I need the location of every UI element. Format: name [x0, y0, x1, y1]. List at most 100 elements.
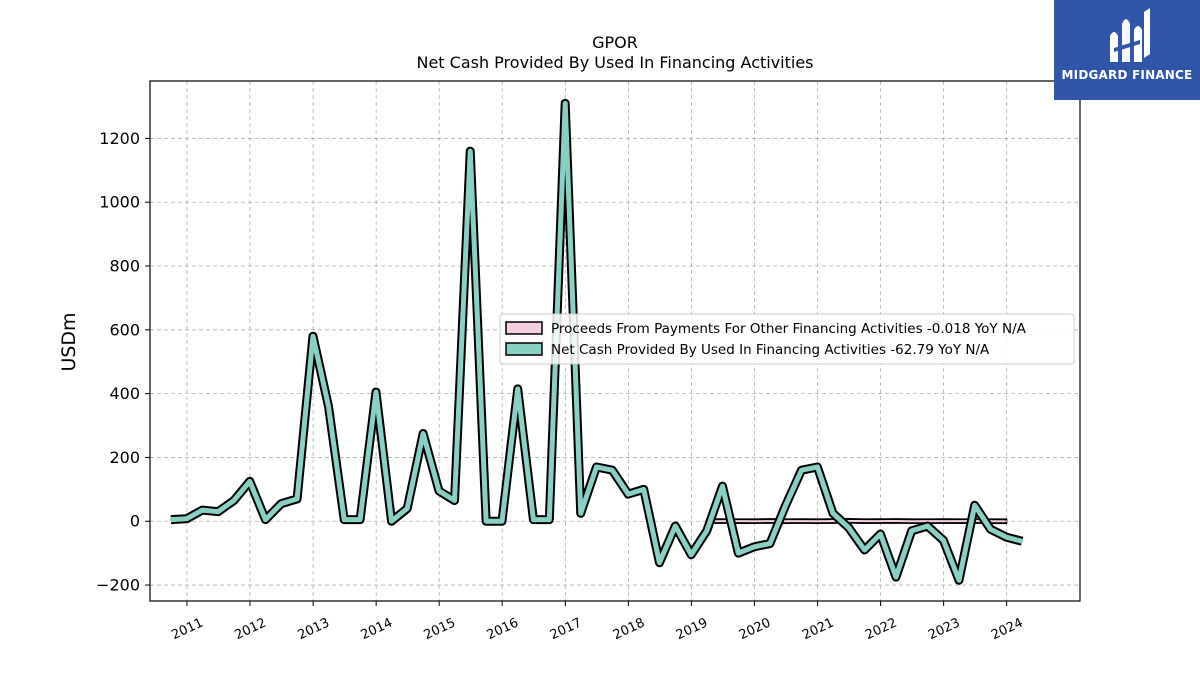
point-net-cash-25	[563, 102, 567, 105]
point-net-cash-52	[989, 528, 992, 531]
x-tick-label-12: 2023	[926, 616, 962, 644]
point-net-cash-10	[327, 405, 330, 408]
point-proceeds-7	[816, 520, 819, 523]
point-net-cash-22	[516, 387, 519, 391]
point-net-cash-26	[579, 512, 582, 515]
x-tick-label-6: 2017	[548, 616, 584, 644]
chart-subtitle: Net Cash Provided By Used In Financing A…	[416, 53, 813, 72]
point-net-cash-4	[232, 499, 236, 502]
point-net-cash-13	[374, 390, 378, 394]
logo-text: MIDGARD FINANCE	[1061, 68, 1193, 82]
point-net-cash-54	[1020, 540, 1024, 543]
point-net-cash-24	[548, 518, 551, 521]
point-net-cash-51	[973, 504, 976, 507]
point-net-cash-42	[831, 512, 835, 515]
point-net-cash-31	[658, 561, 661, 564]
y-tick-label-5: 800	[109, 257, 140, 276]
point-net-cash-28	[611, 469, 614, 472]
point-net-cash-49	[942, 539, 945, 542]
point-net-cash-46	[894, 575, 898, 579]
y-tick-label-0: −200	[96, 576, 140, 595]
x-tick-label-4: 2015	[422, 616, 458, 644]
point-net-cash-41	[816, 465, 819, 469]
point-proceeds-12	[895, 520, 897, 522]
point-proceeds-10	[863, 520, 866, 522]
point-net-cash-12	[358, 518, 362, 521]
y-tick-label-3: 400	[109, 384, 140, 403]
point-proceeds-11	[879, 520, 882, 522]
point-proceeds-16	[958, 520, 960, 522]
y-tick-label-7: 1200	[99, 129, 140, 148]
legend: Proceeds From Payments For Other Financi…	[499, 313, 1075, 365]
point-net-cash-7	[280, 502, 283, 505]
point-net-cash-34	[705, 529, 708, 533]
point-net-cash-14	[390, 520, 393, 523]
point-net-cash-2	[201, 508, 204, 512]
point-net-cash-53	[1005, 535, 1008, 539]
chart-title: GPOR	[592, 33, 638, 52]
point-net-cash-21	[500, 520, 504, 523]
point-proceeds-8	[832, 520, 834, 522]
point-net-cash-27	[595, 465, 598, 469]
point-net-cash-45	[879, 532, 882, 536]
point-net-cash-35	[721, 484, 724, 488]
plot-frame	[149, 80, 1081, 602]
point-net-cash-20	[484, 520, 488, 523]
x-axis-ticks: 2011 2012 2013 2014 2015 2016 2017 2018 2019 2020…	[169, 601, 1025, 643]
point-proceeds-4	[769, 520, 771, 522]
point-net-cash-15	[406, 507, 409, 510]
point-net-cash-18	[453, 499, 456, 502]
x-tick-label-11: 2022	[863, 616, 899, 644]
point-net-cash-6	[264, 518, 267, 521]
point-proceeds-5	[784, 520, 787, 522]
x-tick-label-8: 2019	[674, 616, 710, 644]
point-net-cash-0	[169, 518, 173, 521]
point-net-cash-19	[469, 149, 472, 153]
x-tick-label-9: 2020	[737, 616, 773, 644]
point-net-cash-39	[784, 504, 787, 507]
y-tick-label-4: 600	[109, 320, 140, 339]
point-proceeds-15	[942, 520, 945, 522]
x-tick-label-10: 2021	[800, 616, 836, 644]
x-tick-label-2: 2013	[296, 616, 332, 644]
point-net-cash-44	[863, 548, 866, 552]
point-net-cash-40	[800, 469, 803, 472]
legend-label-net-cash: Net Cash Provided By Used In Financing A…	[551, 342, 990, 358]
legend-box	[499, 313, 1075, 365]
y-tick-label-2: 200	[109, 448, 140, 467]
y-axis-ticks: −200 0 200 400 600 800 1000 1200	[96, 129, 150, 595]
series-proceeds-band	[705, 518, 1008, 525]
point-net-cash-3	[216, 510, 220, 513]
point-net-cash-50	[957, 579, 961, 582]
legend-label-proceeds: Proceeds From Payments For Other Financi…	[551, 321, 1027, 337]
x-tick-label-1: 2012	[232, 616, 268, 644]
x-tick-label-13: 2024	[989, 616, 1025, 644]
point-net-cash-43	[847, 526, 850, 529]
x-tick-label-0: 2011	[169, 616, 205, 644]
point-net-cash-32	[674, 524, 677, 528]
point-net-cash-16	[421, 432, 425, 435]
y-tick-label-6: 1000	[99, 193, 140, 212]
y-tick-label-1: 0	[130, 512, 140, 531]
point-net-cash-9	[311, 335, 315, 338]
point-proceeds-2	[737, 520, 740, 522]
legend-swatch-proceeds	[505, 321, 543, 335]
x-tick-label-3: 2014	[359, 616, 395, 644]
point-net-cash-30	[642, 488, 645, 491]
point-net-cash-1	[185, 517, 188, 520]
point-proceeds-6	[800, 520, 803, 522]
point-net-cash-47	[910, 529, 913, 533]
point-net-cash-38	[768, 542, 772, 545]
point-net-cash-11	[343, 518, 346, 521]
x-tick-label-5: 2016	[485, 616, 521, 644]
point-net-cash-48	[926, 524, 929, 528]
point-net-cash-5	[248, 480, 251, 483]
point-proceeds-19	[1005, 520, 1008, 523]
point-net-cash-29	[627, 492, 630, 496]
point-net-cash-33	[690, 553, 693, 556]
point-proceeds-13	[910, 520, 913, 523]
point-net-cash-37	[753, 545, 756, 548]
midgard-finance-logo: MIDGARD FINANCE	[1054, 0, 1200, 100]
x-tick-label-7: 2018	[611, 616, 647, 644]
